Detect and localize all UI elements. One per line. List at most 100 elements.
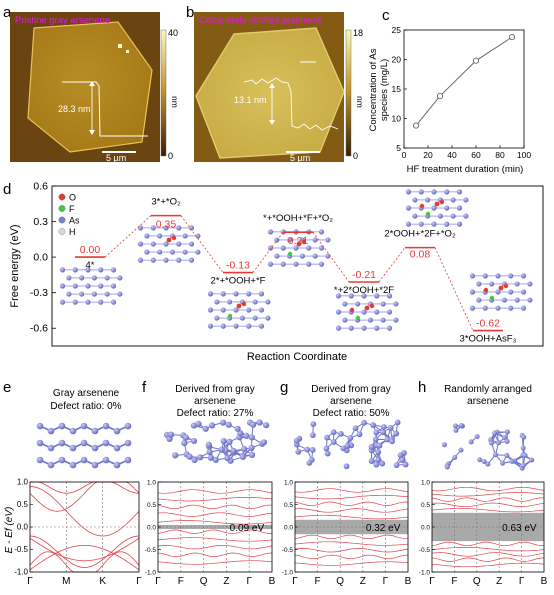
as-atom [477, 457, 483, 463]
band-panel-g: Γ F Q Z Γ B 0.32 eV 1.0 0.5 0.0 -0.5 -1.0 [282, 480, 412, 588]
as-atom [225, 421, 232, 428]
as-atom [252, 299, 258, 305]
as-atom [163, 241, 169, 247]
as-atom [504, 438, 510, 444]
as-atom [458, 423, 464, 429]
as-atom [347, 435, 354, 441]
as-atom [72, 283, 78, 289]
legend-dot [58, 193, 66, 201]
o-atom [236, 303, 242, 309]
as-atom [393, 317, 399, 323]
as-atom [343, 463, 350, 470]
o-atom [439, 199, 445, 205]
as-atom [117, 291, 123, 297]
band-y-tick-label: 0.5 [17, 500, 29, 509]
kpoint-label: K [99, 576, 106, 587]
as-atom [218, 446, 225, 453]
energy-value: -0.21 [352, 269, 376, 281]
as-atom [182, 434, 190, 441]
as-atom [47, 444, 55, 452]
as-atom [66, 275, 72, 281]
band-y-tick-label: 0.5 [284, 502, 293, 509]
band-line [157, 489, 273, 494]
kpoint-label: Γ [136, 576, 142, 587]
as-atom [338, 430, 344, 437]
as-atom [368, 443, 375, 450]
kpoint-label: Γ [519, 576, 525, 587]
as-atom [418, 189, 424, 195]
f-atom [227, 313, 233, 319]
structure-random [441, 423, 535, 471]
band-title-e-1: Gray arsenene [53, 388, 120, 399]
as-atom [469, 273, 476, 279]
band-line [294, 514, 409, 520]
as-atom [372, 436, 379, 443]
as-atom [304, 446, 311, 453]
as-atom [508, 305, 514, 311]
as-atom [295, 448, 302, 455]
as-atom [207, 307, 214, 313]
o-atom [364, 305, 370, 311]
band-title-e-2: Defect ratio: 0% [50, 401, 121, 412]
band-line [431, 546, 545, 552]
panel-d: d Free energy (eV) Reaction Coordinate 0… [3, 181, 544, 363]
band-line [29, 535, 140, 568]
as-atom [504, 452, 510, 458]
o-atom [498, 285, 504, 291]
as-atom [312, 237, 318, 243]
as-atom [258, 307, 265, 313]
as-atom [330, 439, 337, 445]
as-atom [405, 221, 412, 227]
as-atom [342, 301, 348, 307]
as-atom [150, 241, 156, 247]
as-atom [36, 456, 44, 464]
atomic-structures [36, 419, 535, 471]
panels-e-h: e f g h Gray arsenene Defect ratio: 0% D… [3, 379, 548, 587]
band-line [294, 554, 409, 560]
band-line [29, 486, 140, 537]
panel-letter-b: b [186, 4, 194, 21]
y-tick-label: 5 [396, 143, 401, 153]
step-label: *+2*OOH+*2F [334, 285, 394, 296]
as-atom [456, 189, 463, 195]
o-atom [241, 301, 247, 307]
as-atom [230, 447, 237, 455]
band-y-tick-label: 1.0 [17, 478, 29, 487]
band-line [30, 481, 140, 494]
as-atom [202, 425, 209, 432]
as-atom [495, 273, 501, 279]
step-label: 3*+*O₂ [151, 197, 181, 208]
as-atom [169, 249, 175, 255]
as-atom [325, 237, 331, 243]
height-label-b: 13.1 nm [234, 95, 267, 105]
as-atom [248, 434, 255, 441]
as-atom [91, 291, 97, 297]
height-profile-a [62, 81, 148, 137]
as-atom [431, 221, 437, 227]
as-atom [485, 461, 491, 467]
as-atom [205, 441, 212, 448]
afm-title-a: Pristine gray arsenene [15, 15, 110, 26]
height-label-a: 28.3 nm [58, 104, 91, 114]
as-atom [80, 456, 88, 464]
as-atom [163, 225, 169, 231]
kpoint-label: Z [223, 576, 229, 587]
connector [252, 231, 284, 273]
as-atom [380, 301, 386, 307]
as-atom [246, 307, 252, 313]
as-atom [375, 456, 382, 463]
as-atom [214, 299, 220, 305]
reaction-structure [267, 229, 331, 267]
as-atom [450, 213, 456, 219]
band-line [294, 501, 409, 506]
as-atom [482, 305, 488, 311]
as-atom [344, 443, 351, 449]
band-y-tick-label: -1.0 [145, 570, 157, 577]
kpoint-label: Γ [383, 576, 389, 587]
band-y-tick-label: 0.0 [147, 525, 156, 532]
band-title-g-3: Defect ratio: 50% [313, 408, 390, 419]
panel-letter-a: a [3, 4, 12, 21]
as-atom [387, 424, 394, 431]
as-atom [80, 439, 88, 447]
kpoint-label: Q [473, 576, 481, 587]
